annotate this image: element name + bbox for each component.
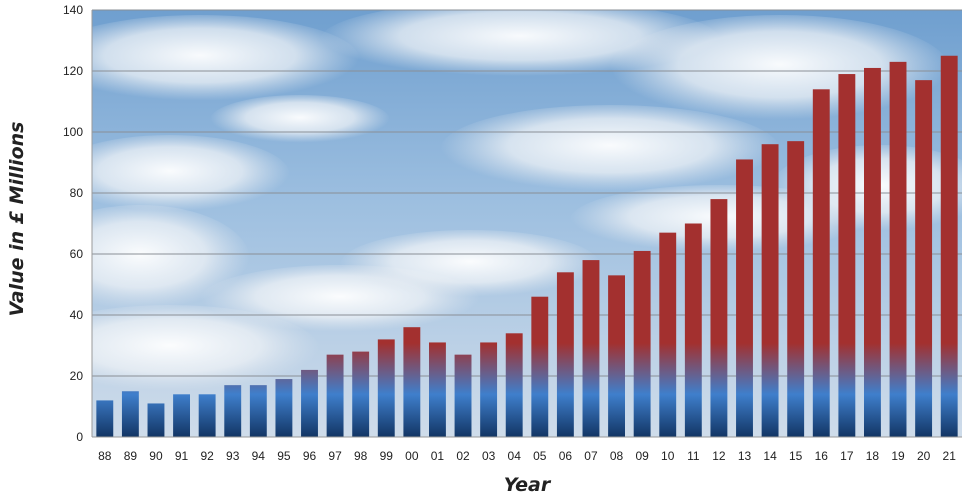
bar-99 — [377, 339, 395, 437]
x-tick-label: 00 — [405, 449, 419, 463]
x-tick-label: 16 — [815, 449, 829, 463]
bar-88 — [96, 400, 114, 437]
bar-10 — [659, 232, 677, 437]
bar-13 — [736, 159, 753, 437]
bar-90 — [147, 403, 165, 437]
bar-00 — [403, 327, 421, 437]
x-tick-label: 12 — [712, 449, 726, 463]
bar-14 — [761, 144, 779, 437]
x-tick-label: 04 — [508, 449, 522, 463]
bar-98 — [352, 351, 370, 437]
x-tick-label: 98 — [354, 449, 368, 463]
bar-19 — [889, 61, 907, 437]
x-tick-label: 89 — [124, 449, 138, 463]
x-tick-label: 06 — [559, 449, 573, 463]
x-tick-labels: 88 89 90 91 92 93 94 95 96 97 98 99 00 01 02 03 04 05 06 07… — [98, 449, 956, 463]
bar-15 — [787, 141, 805, 437]
x-tick-label: 95 — [277, 449, 291, 463]
bar-97 — [326, 354, 344, 437]
x-tick-label: 17 — [840, 449, 854, 463]
y-tick-label: 60 — [70, 247, 84, 261]
y-tick-label: 80 — [70, 186, 84, 200]
x-tick-label: 13 — [738, 449, 752, 463]
bar-92 — [198, 394, 216, 437]
y-tick-label: 140 — [63, 3, 83, 17]
bar-07 — [582, 260, 600, 437]
bar-04 — [505, 333, 523, 437]
x-tick-label: 11 — [687, 449, 700, 463]
bar-96 — [301, 369, 318, 437]
bar-03 — [480, 342, 498, 437]
bar-93 — [224, 385, 242, 437]
x-tick-label: 15 — [789, 449, 803, 463]
x-tick-label: 20 — [917, 449, 931, 463]
y-tick-labels: 0 20 40 60 80 100 120 140 — [63, 3, 83, 444]
bar-95 — [275, 379, 293, 437]
bar-06 — [556, 272, 574, 437]
bar-16 — [812, 89, 830, 438]
x-axis-title: Year — [504, 474, 552, 496]
x-tick-label: 92 — [200, 449, 214, 463]
y-tick-label: 100 — [63, 125, 83, 139]
x-tick-label: 07 — [584, 449, 598, 463]
x-tick-label: 09 — [635, 449, 649, 463]
x-tick-label: 91 — [175, 449, 189, 463]
x-tick-label: 88 — [98, 449, 112, 463]
x-tick-label: 19 — [891, 449, 905, 463]
x-tick-label: 14 — [763, 449, 777, 463]
bar-91 — [173, 394, 190, 437]
x-tick-label: 03 — [482, 449, 496, 463]
x-tick-label: 90 — [149, 449, 163, 463]
plot-area — [91, 9, 962, 438]
bar-08 — [608, 275, 625, 437]
x-tick-label: 94 — [252, 449, 266, 463]
x-tick-label: 01 — [431, 449, 445, 463]
y-tick-label: 40 — [70, 308, 84, 322]
x-tick-label: 99 — [380, 449, 394, 463]
bar-89 — [121, 391, 139, 437]
bar-18 — [864, 67, 881, 437]
x-tick-label: 21 — [943, 449, 957, 463]
y-axis-title: Value in £ Millions — [6, 122, 28, 317]
x-tick-label: 96 — [303, 449, 317, 463]
bar-05 — [531, 296, 549, 437]
x-tick-label: 18 — [866, 449, 880, 463]
bars — [96, 55, 958, 438]
bar-11 — [684, 223, 702, 437]
bar-09 — [633, 250, 651, 437]
y-tick-label: 0 — [76, 430, 83, 444]
y-tick-label: 20 — [70, 369, 84, 383]
x-tick-label: 10 — [661, 449, 675, 463]
x-tick-label: 05 — [533, 449, 547, 463]
x-tick-label: 02 — [456, 449, 470, 463]
bar-94 — [249, 385, 267, 437]
bar-17 — [838, 74, 856, 438]
bar-01 — [429, 342, 446, 437]
y-tick-label: 120 — [63, 64, 83, 78]
x-tick-label: 93 — [226, 449, 240, 463]
x-tick-label: 08 — [610, 449, 624, 463]
x-tick-label: 97 — [328, 449, 342, 463]
bar-20 — [915, 80, 933, 438]
bar-12 — [710, 199, 728, 437]
bar-02 — [454, 354, 472, 437]
bar-21 — [940, 55, 958, 437]
